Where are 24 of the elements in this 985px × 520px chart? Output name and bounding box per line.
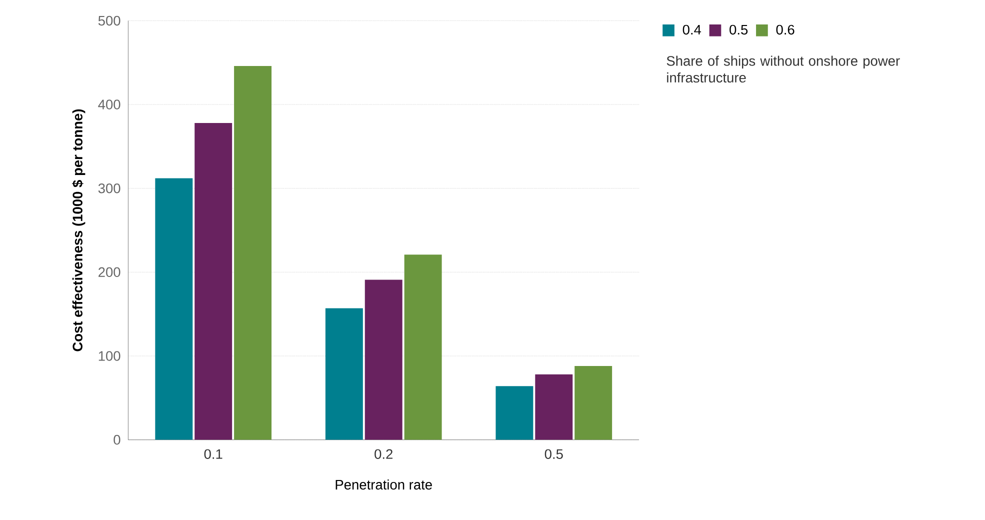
bar bbox=[496, 386, 534, 440]
x-tick-label: 0.1 bbox=[204, 449, 222, 460]
y-tick-label: 500 bbox=[98, 16, 120, 26]
y-tick-label: 200 bbox=[98, 267, 120, 278]
bar bbox=[234, 66, 272, 440]
x-axis-title: Penetration rate bbox=[336, 480, 432, 490]
bar bbox=[535, 374, 573, 440]
bar bbox=[364, 280, 402, 440]
x-tick-label: 0.2 bbox=[374, 449, 392, 460]
bar bbox=[325, 308, 363, 440]
x-tick-label: 0.5 bbox=[544, 449, 563, 460]
legend-label: 0.6 bbox=[776, 24, 794, 35]
bar bbox=[155, 178, 193, 440]
legend-label: 0.5 bbox=[730, 24, 748, 35]
legend-label: 0.4 bbox=[682, 24, 702, 35]
bar bbox=[574, 366, 612, 440]
y-tick-label: 100 bbox=[98, 351, 120, 362]
y-tick-label: 400 bbox=[98, 100, 120, 110]
y-axis-title: Cost effectiveness (1000 $ per tonne) bbox=[72, 110, 86, 352]
legend-title: Share of ships without onshore power infrastructure bbox=[666, 56, 900, 83]
bar bbox=[404, 254, 442, 440]
y-tick-label: 0 bbox=[114, 435, 120, 445]
bar bbox=[194, 123, 232, 440]
y-tick-label: 300 bbox=[98, 184, 120, 194]
